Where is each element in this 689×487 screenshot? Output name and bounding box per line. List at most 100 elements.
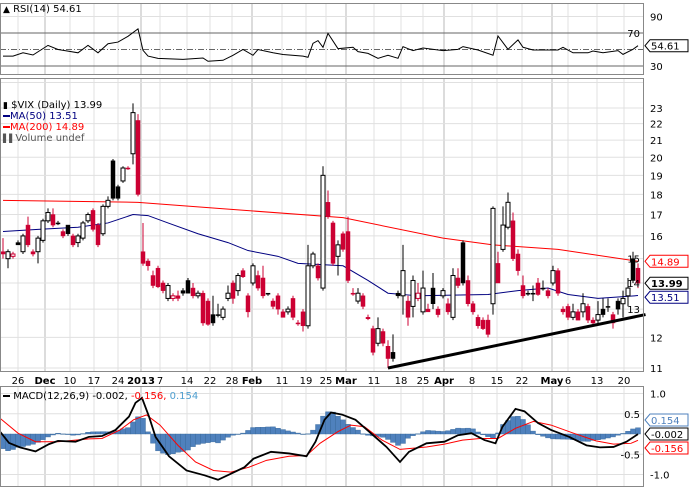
rsi-legend: ▲ RSI(14) 54.61 [3,4,82,16]
x-tick-label: 7 [157,376,163,387]
candle-body [215,314,221,316]
candle-body [35,237,41,253]
ma50-legend-value: 13.51 [49,111,78,122]
panel-border [0,78,644,372]
macd-histogram-bar [190,433,196,447]
candle-body [200,292,206,324]
candle-body [370,328,376,353]
rsi-y-tick: 90 [650,13,663,24]
candle-body [320,174,326,289]
macd-histogram-bar [100,431,106,435]
candle [545,288,551,299]
macd-histogram-bar [600,433,606,440]
candle-body [135,120,141,195]
price-y-tick: 21 [650,136,663,147]
candle-body [315,265,321,279]
candle-body [290,298,296,318]
macd-histogram-bar [435,430,441,435]
candle-body [185,280,191,294]
macd-histogram-bar [205,433,211,443]
macd-signal-line [0,414,639,473]
ma200-legend-icon [3,126,10,128]
macd-histogram-bar [595,433,601,441]
candle [255,270,261,291]
macd-histogram-bar [520,419,526,435]
histogram-value-box: 0.154 [644,413,689,427]
candle-body [20,235,26,253]
x-tick-label: 11 [276,376,289,387]
macd-histogram-bar [265,426,271,435]
candle [370,325,376,356]
candle-body [520,285,526,297]
candle [490,206,496,315]
candle-body [385,346,391,359]
macd-histogram-bar [225,433,231,438]
candle [215,303,221,318]
candle [340,231,346,252]
macd-histogram-bar [485,433,491,437]
candle [10,251,16,259]
candle-body [330,222,336,264]
macd-histogram-bar [70,433,76,436]
candle [620,290,626,318]
price-y-tick: 17 [650,211,663,222]
candle-body [40,220,46,241]
candle [525,290,531,296]
candle [30,249,36,257]
candle [435,306,441,318]
candle-body [595,314,601,321]
macd-histogram-bar [415,433,421,435]
candle [605,298,611,312]
candle [515,249,521,276]
candle [550,265,556,286]
macd-histogram-bar [625,431,631,435]
candle [405,295,411,326]
macd-histogram-bar [620,433,626,435]
candle [145,258,151,271]
histogram-value-box-label: 0.154 [651,416,680,427]
candle-body [580,303,586,313]
candle-body [260,277,266,297]
macd-histogram-bar [460,428,466,435]
macd-histogram-bar [55,432,61,435]
candle-body [395,292,401,297]
macd-histogram-bar [85,432,91,435]
candle-body [575,311,581,321]
candle [130,103,136,165]
x-tick-label: Mar [335,376,357,387]
candle-body [460,242,466,284]
macd-histogram-bar [385,433,391,440]
candle-body [445,303,451,313]
candle [0,238,6,259]
macd-histogram-bar [365,433,371,436]
macd-histogram-bar [390,433,396,443]
macd-histogram-bar [135,416,141,435]
candle [410,275,416,318]
candle-body [205,300,211,325]
candle [330,220,336,266]
candle [115,184,121,201]
candle-body [5,251,11,260]
volume-legend-value: undef [55,133,85,144]
candle [50,208,56,228]
candle [65,224,71,236]
macd-histogram-bar [440,431,446,435]
candle-body [170,295,176,299]
candle [625,277,631,307]
x-tick-label: 25 [417,376,430,387]
candle [575,309,581,321]
macd-histogram-bar [615,433,621,436]
axes: 26 Dec 10 17 24 2013 7 14 22 28 Feb 11 19 25 Mar 11 18 25… [0,3,689,487]
candle [335,240,341,276]
candle [180,288,186,296]
candle-body [230,282,236,299]
price-legend-vix: ▮ $VIX (Daily) 13.99 [3,100,102,112]
macd-histogram-bar [410,433,416,436]
candle-body [65,224,71,234]
candle-body [150,275,156,286]
signal-value-box: -0.156 [644,441,689,455]
x-tick-label: 22 [204,376,217,387]
macd-histogram-bar [480,433,486,436]
x-tick-label: 6 [565,376,571,387]
candle [185,277,191,294]
